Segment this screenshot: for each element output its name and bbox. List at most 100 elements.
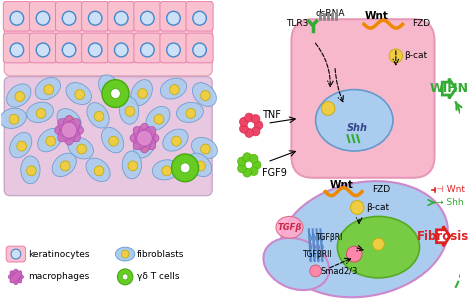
Ellipse shape (131, 80, 153, 106)
FancyBboxPatch shape (134, 33, 161, 63)
FancyBboxPatch shape (108, 33, 135, 63)
Ellipse shape (8, 274, 24, 280)
Text: Fibrosis: Fibrosis (417, 230, 469, 243)
Text: ⊣ Wnt: ⊣ Wnt (437, 185, 465, 194)
Circle shape (321, 102, 335, 115)
Ellipse shape (0, 108, 27, 128)
Circle shape (346, 246, 362, 262)
FancyBboxPatch shape (82, 33, 109, 63)
Text: WIHN: WIHN (429, 82, 468, 95)
Ellipse shape (152, 160, 179, 180)
Ellipse shape (52, 153, 76, 177)
Text: macrophages: macrophages (28, 272, 90, 282)
FancyBboxPatch shape (186, 33, 213, 63)
FancyBboxPatch shape (292, 19, 435, 178)
Ellipse shape (316, 90, 393, 151)
Ellipse shape (119, 97, 139, 124)
Circle shape (162, 166, 172, 176)
Circle shape (243, 153, 252, 161)
FancyBboxPatch shape (55, 2, 82, 31)
Circle shape (62, 43, 76, 57)
Circle shape (89, 43, 102, 57)
Circle shape (27, 166, 36, 176)
Ellipse shape (21, 156, 40, 184)
Text: Shh: Shh (346, 123, 368, 133)
Text: fibroblasts: fibroblasts (137, 250, 184, 258)
Circle shape (118, 269, 133, 285)
Circle shape (245, 129, 254, 138)
Circle shape (254, 121, 263, 130)
Circle shape (141, 11, 154, 25)
FancyBboxPatch shape (82, 2, 109, 31)
Circle shape (167, 43, 180, 57)
Text: TGFβRI: TGFβRI (316, 233, 343, 242)
Circle shape (102, 80, 129, 107)
Circle shape (251, 115, 260, 123)
FancyBboxPatch shape (55, 33, 82, 63)
Circle shape (154, 114, 164, 124)
Circle shape (350, 200, 364, 215)
Circle shape (172, 136, 181, 146)
Ellipse shape (68, 137, 93, 159)
Text: β-cat: β-cat (366, 203, 389, 212)
Circle shape (138, 89, 147, 99)
Ellipse shape (337, 216, 419, 278)
Text: TNF: TNF (263, 110, 281, 120)
Ellipse shape (62, 115, 76, 145)
Circle shape (193, 43, 206, 57)
Ellipse shape (138, 123, 151, 153)
Ellipse shape (57, 109, 81, 132)
Circle shape (15, 91, 25, 102)
Circle shape (249, 154, 258, 163)
FancyBboxPatch shape (160, 2, 187, 31)
FancyBboxPatch shape (160, 33, 187, 63)
Ellipse shape (122, 151, 142, 179)
Ellipse shape (87, 103, 109, 128)
Circle shape (239, 117, 248, 126)
Circle shape (62, 11, 76, 25)
FancyArrow shape (442, 79, 456, 99)
FancyBboxPatch shape (134, 2, 161, 31)
Text: dsRNA: dsRNA (315, 9, 345, 18)
Text: Smad2/3: Smad2/3 (320, 266, 358, 275)
Circle shape (252, 161, 261, 169)
Text: Wnt: Wnt (365, 11, 389, 21)
Circle shape (36, 43, 50, 57)
Circle shape (10, 43, 24, 57)
Circle shape (75, 90, 84, 99)
Circle shape (46, 136, 55, 146)
Circle shape (239, 124, 248, 133)
Circle shape (201, 91, 210, 100)
Circle shape (10, 11, 24, 25)
Circle shape (389, 49, 402, 63)
Ellipse shape (176, 102, 203, 122)
FancyBboxPatch shape (29, 33, 56, 63)
Circle shape (60, 161, 70, 171)
FancyBboxPatch shape (6, 246, 26, 262)
FancyBboxPatch shape (29, 2, 56, 31)
Ellipse shape (264, 238, 329, 290)
Circle shape (122, 274, 128, 280)
Text: TLR3: TLR3 (286, 19, 309, 28)
FancyBboxPatch shape (186, 2, 213, 31)
Text: TGFβRII: TGFβRII (303, 250, 333, 258)
Ellipse shape (101, 127, 124, 153)
Circle shape (172, 154, 199, 182)
Ellipse shape (27, 102, 54, 122)
Circle shape (36, 11, 50, 25)
Circle shape (110, 89, 120, 99)
Text: FZD: FZD (412, 19, 430, 28)
Text: γδ T cells: γδ T cells (137, 272, 179, 282)
Ellipse shape (86, 158, 110, 181)
Circle shape (170, 85, 179, 95)
Ellipse shape (58, 119, 81, 142)
Ellipse shape (192, 83, 216, 107)
Circle shape (196, 161, 205, 171)
Circle shape (17, 141, 27, 151)
Ellipse shape (61, 122, 77, 138)
Text: keratinocytes: keratinocytes (28, 250, 90, 258)
Circle shape (237, 157, 246, 166)
Circle shape (373, 238, 384, 250)
Circle shape (245, 113, 254, 122)
Ellipse shape (9, 132, 32, 158)
